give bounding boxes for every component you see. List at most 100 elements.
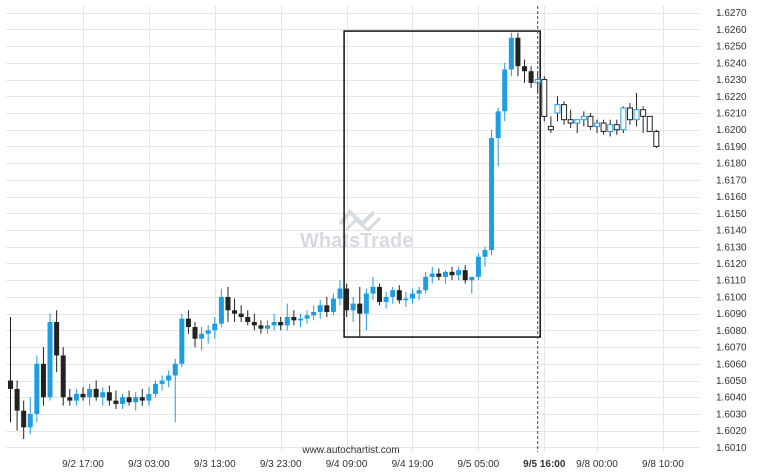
candle — [613, 119, 620, 135]
candle — [653, 129, 660, 149]
candle-body — [429, 273, 435, 277]
y-tick-label: 1.6050 — [716, 376, 747, 387]
candle — [363, 288, 369, 331]
candle-body — [179, 318, 185, 364]
candle-body — [205, 330, 211, 334]
candle — [383, 291, 389, 309]
candle-body — [357, 303, 363, 314]
candle — [199, 327, 205, 351]
y-tick-label: 1.6110 — [716, 276, 746, 287]
y-tick-label: 1.6220 — [716, 92, 747, 103]
candle — [284, 303, 290, 331]
grid-lines — [6, 6, 700, 452]
candle — [80, 387, 86, 401]
candle — [403, 291, 409, 307]
candle-body — [337, 288, 343, 299]
candle — [554, 96, 561, 122]
y-tick-label: 1.6010 — [716, 443, 747, 454]
candle-body — [607, 124, 614, 132]
candle — [469, 276, 475, 294]
candle — [522, 59, 528, 83]
candle-body — [8, 380, 13, 389]
y-tick-label: 1.6180 — [716, 159, 747, 170]
candle-body — [304, 315, 310, 319]
candle — [166, 370, 172, 388]
candle — [40, 347, 46, 406]
candle — [251, 313, 257, 331]
y-tick-label: 1.6090 — [716, 309, 747, 320]
candle — [594, 119, 601, 134]
candle — [475, 253, 481, 281]
candle — [640, 106, 647, 134]
candle-body — [613, 124, 620, 131]
candle — [317, 300, 323, 319]
candle — [515, 32, 521, 77]
candle — [502, 62, 508, 122]
candle — [179, 313, 185, 368]
candle-body — [640, 109, 647, 117]
candle — [436, 268, 442, 281]
candle — [370, 276, 376, 301]
x-tick-label: 9/2 17:00 — [62, 459, 104, 470]
y-axis-labels: 1.6270 1.6260 1.6250 1.6240 1.6230 1.6220 1.62… — [716, 8, 747, 454]
pattern-box — [343, 30, 541, 338]
candle-body — [522, 66, 528, 72]
y-tick-label: 1.6210 — [716, 109, 747, 120]
candle — [304, 310, 310, 324]
candle — [561, 101, 568, 125]
y-tick-label: 1.6030 — [716, 409, 747, 420]
candle-body — [390, 290, 396, 297]
y-tick-label: 1.6190 — [716, 142, 747, 153]
y-tick-label: 1.6080 — [716, 326, 747, 337]
candle-body — [370, 286, 376, 294]
candle-body — [416, 290, 422, 294]
candle — [396, 285, 402, 304]
candle-body — [278, 322, 284, 326]
candle — [456, 266, 462, 281]
candle — [185, 310, 191, 334]
candle — [311, 305, 317, 321]
candle-body — [324, 305, 330, 312]
candle — [67, 388, 73, 406]
candle-body — [580, 115, 587, 121]
candle — [133, 392, 139, 411]
candle-body — [541, 79, 548, 117]
candle — [547, 116, 554, 134]
candle-body — [166, 375, 172, 381]
candle — [324, 296, 330, 317]
candle-body — [284, 316, 290, 326]
candle — [21, 400, 27, 440]
candle-body — [626, 107, 633, 121]
candle — [192, 322, 198, 348]
candle-body — [561, 104, 568, 121]
candle — [390, 286, 396, 304]
candle — [159, 375, 165, 391]
candle-body — [423, 276, 429, 291]
candle — [423, 271, 429, 294]
candle-body — [574, 119, 581, 124]
candle-body — [225, 296, 231, 311]
candle — [482, 246, 488, 267]
candle — [620, 106, 627, 134]
candle — [429, 266, 435, 284]
candle-body — [192, 327, 198, 339]
candle — [409, 288, 415, 304]
candle-body — [93, 388, 99, 398]
y-tick-label: 1.6040 — [716, 393, 747, 404]
candle — [278, 316, 284, 331]
y-tick-label: 1.6270 — [716, 8, 747, 19]
y-tick-label: 1.6100 — [716, 292, 747, 303]
candle-body — [133, 397, 139, 403]
candle — [100, 387, 106, 406]
candle — [120, 393, 126, 409]
candle-body — [594, 122, 601, 127]
candle-body — [495, 111, 501, 139]
x-tick-label: 9/4 19:00 — [392, 459, 434, 470]
candle — [47, 313, 53, 401]
candle-body — [600, 122, 607, 132]
candle — [265, 320, 271, 334]
y-tick-label: 1.6200 — [716, 125, 747, 136]
candle — [87, 383, 93, 406]
candle-body — [442, 271, 448, 277]
